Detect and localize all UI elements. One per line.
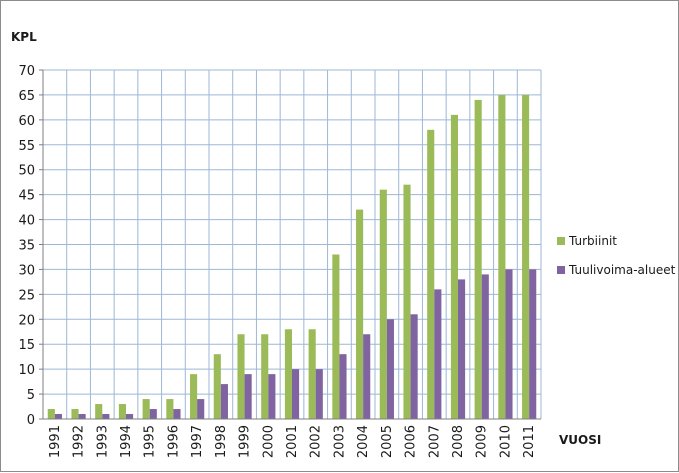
legend-label-turbiinit: Turbiinit bbox=[568, 234, 617, 248]
legend: Turbiinit Tuulivoima-alueet bbox=[557, 234, 676, 277]
bar-turbiinit-2003 bbox=[332, 254, 340, 419]
bar-tuulivoima-alueet-2001 bbox=[292, 369, 300, 419]
bar-tuulivoima-alueet-1995 bbox=[149, 409, 157, 419]
bar-tuulivoima-alueet-2000 bbox=[268, 374, 276, 419]
bar-turbiinit-2000 bbox=[261, 334, 269, 419]
bar-tuulivoima-alueet-1993 bbox=[102, 414, 110, 419]
legend-label-tuulivoima-alueet: Tuulivoima-alueet bbox=[568, 263, 676, 277]
bar-turbiinit-2006 bbox=[403, 184, 411, 419]
bar-tuulivoima-alueet-2004 bbox=[363, 334, 371, 419]
grid-lines bbox=[42, 69, 542, 420]
bar-tuulivoima-alueet-2011 bbox=[529, 269, 537, 419]
bar-tuulivoima-alueet-2007 bbox=[434, 289, 442, 419]
bar-tuulivoima-alueet-2002 bbox=[315, 369, 323, 419]
bar-series bbox=[47, 94, 537, 420]
y-tick-label: 10 bbox=[18, 363, 35, 378]
x-tick-label: 2000 bbox=[261, 425, 276, 458]
x-tick-label: 1994 bbox=[119, 425, 134, 458]
x-tick-label: 2004 bbox=[356, 425, 371, 458]
bar-tuulivoima-alueet-1999 bbox=[244, 374, 252, 419]
y-tick-label: 45 bbox=[18, 189, 35, 204]
y-tick-label: 60 bbox=[18, 114, 35, 129]
y-tick-label: 30 bbox=[18, 263, 35, 278]
x-axis-title: VUOSI bbox=[559, 433, 601, 447]
x-tick-label: 1996 bbox=[166, 425, 181, 458]
y-tick-label: 70 bbox=[18, 64, 35, 79]
axes bbox=[39, 69, 541, 420]
bar-tuulivoima-alueet-1997 bbox=[197, 399, 205, 419]
x-tick-label: 1997 bbox=[190, 425, 205, 458]
x-tick-label: 2009 bbox=[475, 425, 490, 458]
x-tick-label: 2006 bbox=[404, 425, 419, 458]
bar-turbiinit-1992 bbox=[71, 409, 79, 419]
bar-tuulivoima-alueet-1994 bbox=[126, 414, 134, 419]
bar-turbiinit-1998 bbox=[213, 354, 221, 419]
bar-tuulivoima-alueet-2010 bbox=[505, 269, 513, 419]
legend-swatch-tuulivoima-alueet bbox=[557, 266, 565, 274]
bar-turbiinit-1994 bbox=[118, 404, 126, 419]
bar-turbiinit-1997 bbox=[190, 374, 198, 419]
y-tick-label: 65 bbox=[18, 89, 35, 104]
x-tick-label: 1995 bbox=[143, 425, 158, 458]
x-tick-label: 2003 bbox=[332, 425, 347, 458]
x-tick-label: 2008 bbox=[451, 425, 466, 458]
bar-turbiinit-2010 bbox=[498, 94, 506, 419]
y-tick-label: 40 bbox=[18, 214, 35, 229]
x-tick-labels: 1991 1992 1993 1994 1995 1996 1997 1998 1999 2000… bbox=[48, 425, 537, 458]
x-tick-label: 1999 bbox=[238, 425, 253, 458]
x-tick-label: 1993 bbox=[95, 425, 110, 458]
bar-turbiinit-2002 bbox=[308, 329, 316, 419]
x-tick-label: 2002 bbox=[309, 425, 324, 458]
x-tick-label: 1991 bbox=[48, 425, 63, 458]
bar-tuulivoima-alueet-2006 bbox=[410, 314, 418, 419]
bar-tuulivoima-alueet-2005 bbox=[386, 319, 394, 419]
x-tick-label: 2007 bbox=[427, 425, 442, 458]
bar-tuulivoima-alueet-1996 bbox=[173, 409, 181, 419]
x-tick-label: 2010 bbox=[498, 425, 513, 458]
bar-turbiinit-1996 bbox=[166, 399, 174, 419]
bar-turbiinit-2008 bbox=[450, 114, 458, 419]
bar-tuulivoima-alueet-2009 bbox=[481, 274, 489, 419]
y-tick-label: 20 bbox=[18, 313, 35, 328]
y-tick-label: 55 bbox=[18, 139, 35, 154]
bar-turbiinit-1991 bbox=[47, 409, 55, 419]
y-axis-title: KPL bbox=[11, 30, 37, 44]
x-tick-label: 2011 bbox=[522, 425, 537, 458]
bar-turbiinit-1999 bbox=[237, 334, 245, 419]
bar-turbiinit-2001 bbox=[284, 329, 292, 419]
bar-turbiinit-2009 bbox=[474, 99, 482, 420]
bar-tuulivoima-alueet-2003 bbox=[339, 354, 347, 419]
x-tick-label: 1992 bbox=[72, 425, 87, 458]
bar-tuulivoima-alueet-2008 bbox=[458, 279, 466, 419]
y-tick-label: 50 bbox=[18, 164, 35, 179]
bar-tuulivoima-alueet-1998 bbox=[220, 384, 228, 419]
bar-turbiinit-1993 bbox=[95, 404, 103, 419]
bar-turbiinit-1995 bbox=[142, 399, 150, 419]
bar-tuulivoima-alueet-1992 bbox=[78, 414, 86, 419]
x-tick-label: 2001 bbox=[285, 425, 300, 458]
y-tick-labels: 0 5 10 15 20 25 30 35 40 45 50 55 60 65 70 bbox=[18, 64, 35, 428]
x-tick-label: 1998 bbox=[214, 425, 229, 458]
bar-turbiinit-2011 bbox=[522, 94, 530, 419]
bar-tuulivoima-alueet-1991 bbox=[54, 414, 62, 419]
bar-turbiinit-2005 bbox=[379, 189, 387, 419]
x-tick-label: 2005 bbox=[380, 425, 395, 458]
y-tick-label: 5 bbox=[27, 388, 35, 403]
legend-swatch-turbiinit bbox=[557, 237, 565, 245]
y-tick-label: 35 bbox=[18, 239, 35, 254]
y-tick-label: 0 bbox=[27, 413, 35, 428]
bar-turbiinit-2007 bbox=[427, 129, 435, 420]
bar-turbiinit-2004 bbox=[356, 209, 364, 419]
y-tick-label: 25 bbox=[18, 288, 35, 303]
y-tick-label: 15 bbox=[18, 338, 35, 353]
